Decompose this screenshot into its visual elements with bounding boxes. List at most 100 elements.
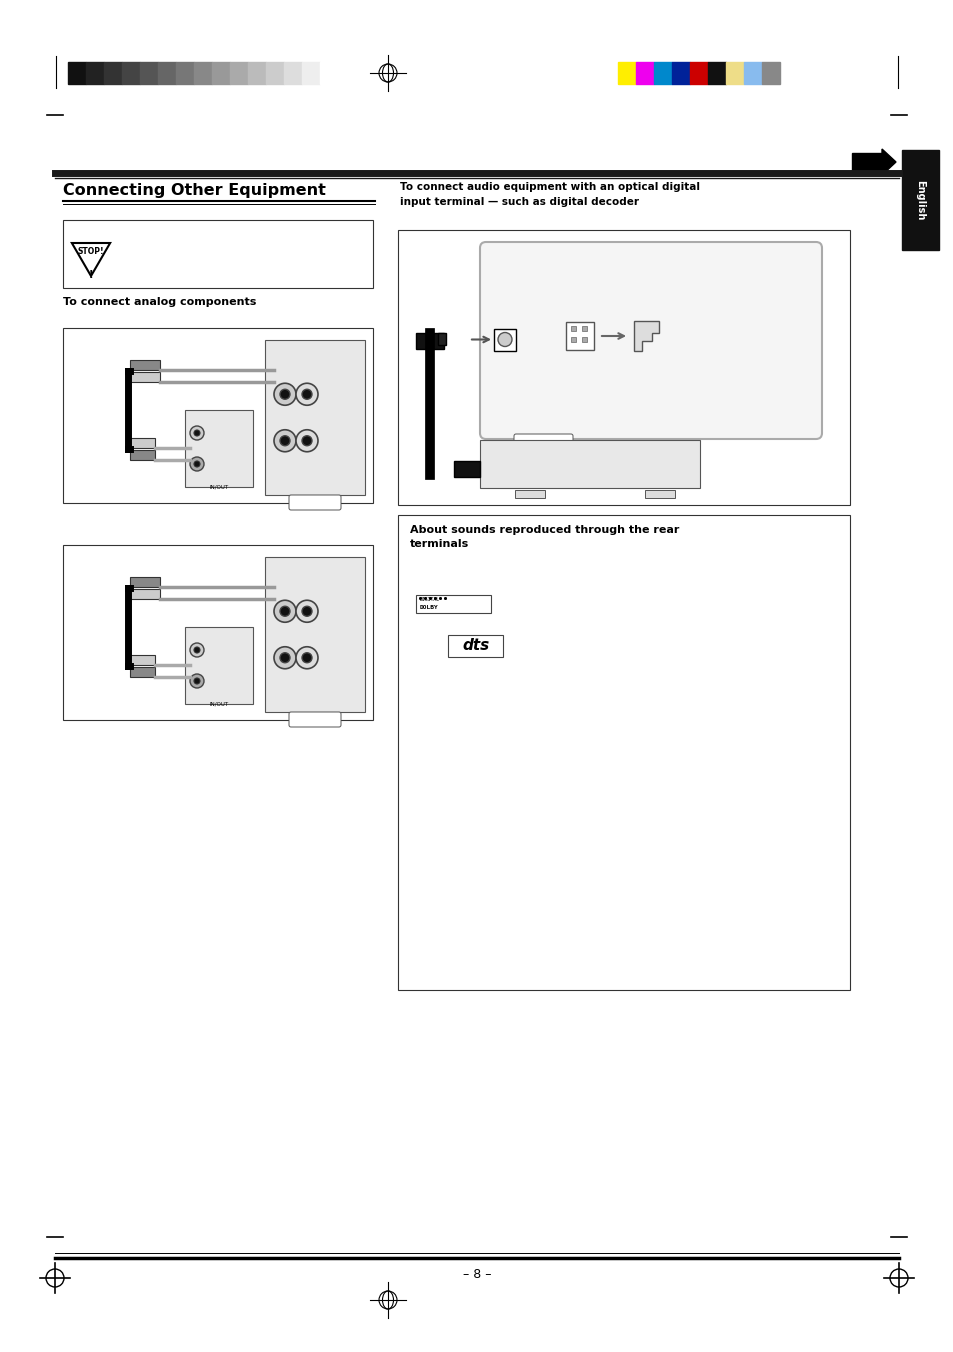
Text: Connecting Other Equipment: Connecting Other Equipment bbox=[63, 183, 326, 197]
FancyBboxPatch shape bbox=[289, 713, 340, 727]
Bar bbox=[761, 62, 780, 84]
Bar bbox=[86, 62, 104, 84]
Circle shape bbox=[302, 606, 312, 617]
Bar bbox=[230, 62, 248, 84]
Bar bbox=[130, 372, 160, 383]
Circle shape bbox=[274, 646, 295, 669]
Circle shape bbox=[193, 648, 200, 653]
Bar bbox=[130, 449, 154, 460]
Bar bbox=[448, 635, 502, 657]
Bar bbox=[175, 62, 193, 84]
Bar bbox=[63, 329, 373, 503]
Circle shape bbox=[302, 653, 312, 662]
Circle shape bbox=[280, 389, 290, 399]
Bar bbox=[319, 62, 337, 84]
Bar bbox=[302, 62, 319, 84]
Bar bbox=[284, 62, 302, 84]
Text: About sounds reproduced through the rear: About sounds reproduced through the rear bbox=[410, 525, 679, 535]
Bar bbox=[266, 62, 284, 84]
Circle shape bbox=[295, 430, 317, 452]
Bar bbox=[130, 360, 160, 370]
Text: IN/OUT: IN/OUT bbox=[210, 484, 229, 489]
Circle shape bbox=[280, 606, 290, 617]
Bar bbox=[130, 654, 154, 664]
Bar bbox=[122, 62, 140, 84]
Bar bbox=[901, 150, 938, 250]
Circle shape bbox=[302, 435, 312, 446]
Bar bbox=[63, 545, 373, 721]
Bar bbox=[63, 220, 373, 288]
Bar bbox=[725, 62, 743, 84]
Bar bbox=[397, 230, 849, 506]
Bar bbox=[397, 515, 849, 990]
Bar bbox=[130, 667, 154, 676]
Bar bbox=[416, 333, 443, 349]
Bar bbox=[265, 339, 365, 495]
Polygon shape bbox=[882, 149, 895, 174]
Bar bbox=[581, 326, 586, 331]
Bar bbox=[437, 333, 446, 345]
Bar bbox=[515, 489, 544, 498]
Bar bbox=[265, 557, 365, 713]
FancyBboxPatch shape bbox=[289, 495, 340, 510]
Bar bbox=[571, 326, 576, 331]
Circle shape bbox=[190, 644, 204, 657]
Text: STOP!: STOP! bbox=[77, 247, 104, 257]
Bar bbox=[416, 595, 491, 612]
Bar bbox=[581, 337, 586, 342]
Bar bbox=[104, 62, 122, 84]
Polygon shape bbox=[634, 320, 659, 352]
Bar bbox=[185, 627, 253, 704]
Text: – 8 –: – 8 – bbox=[462, 1268, 491, 1280]
Circle shape bbox=[280, 653, 290, 662]
Circle shape bbox=[193, 430, 200, 435]
Bar bbox=[671, 62, 689, 84]
Bar bbox=[68, 62, 86, 84]
Polygon shape bbox=[71, 243, 110, 276]
Bar bbox=[130, 577, 160, 587]
Bar bbox=[571, 337, 576, 342]
Text: DIGITAL: DIGITAL bbox=[419, 598, 439, 602]
Circle shape bbox=[295, 646, 317, 669]
FancyBboxPatch shape bbox=[514, 434, 573, 450]
Bar bbox=[454, 461, 479, 477]
Bar bbox=[689, 62, 707, 84]
Bar bbox=[707, 62, 725, 84]
FancyBboxPatch shape bbox=[479, 242, 821, 439]
Circle shape bbox=[274, 430, 295, 452]
Bar bbox=[193, 62, 212, 84]
Bar bbox=[644, 489, 675, 498]
Bar bbox=[130, 589, 160, 599]
Text: !: ! bbox=[89, 270, 93, 280]
Bar bbox=[494, 329, 516, 350]
Circle shape bbox=[274, 600, 295, 622]
Circle shape bbox=[190, 675, 204, 688]
Text: dts: dts bbox=[462, 638, 489, 653]
Text: English: English bbox=[915, 180, 924, 220]
Bar bbox=[130, 438, 154, 448]
Circle shape bbox=[295, 383, 317, 406]
Text: terminals: terminals bbox=[410, 539, 469, 549]
Bar bbox=[185, 410, 253, 487]
Text: To connect analog components: To connect analog components bbox=[63, 297, 256, 307]
Circle shape bbox=[190, 426, 204, 439]
Bar bbox=[248, 62, 266, 84]
Bar bbox=[654, 62, 671, 84]
Circle shape bbox=[274, 383, 295, 406]
Circle shape bbox=[193, 461, 200, 466]
Bar bbox=[140, 62, 158, 84]
Circle shape bbox=[295, 600, 317, 622]
Text: IN/OUT: IN/OUT bbox=[210, 702, 229, 706]
Text: DOLBY: DOLBY bbox=[419, 604, 438, 610]
Circle shape bbox=[302, 389, 312, 399]
Circle shape bbox=[190, 457, 204, 470]
Text: input terminal — such as digital decoder: input terminal — such as digital decoder bbox=[399, 197, 639, 207]
Text: To connect audio equipment with an optical digital: To connect audio equipment with an optic… bbox=[399, 183, 700, 192]
Bar bbox=[636, 62, 654, 84]
Bar bbox=[618, 62, 636, 84]
Circle shape bbox=[193, 677, 200, 684]
Bar bbox=[565, 322, 594, 350]
Polygon shape bbox=[851, 153, 882, 170]
Bar bbox=[479, 439, 700, 488]
Circle shape bbox=[280, 435, 290, 446]
